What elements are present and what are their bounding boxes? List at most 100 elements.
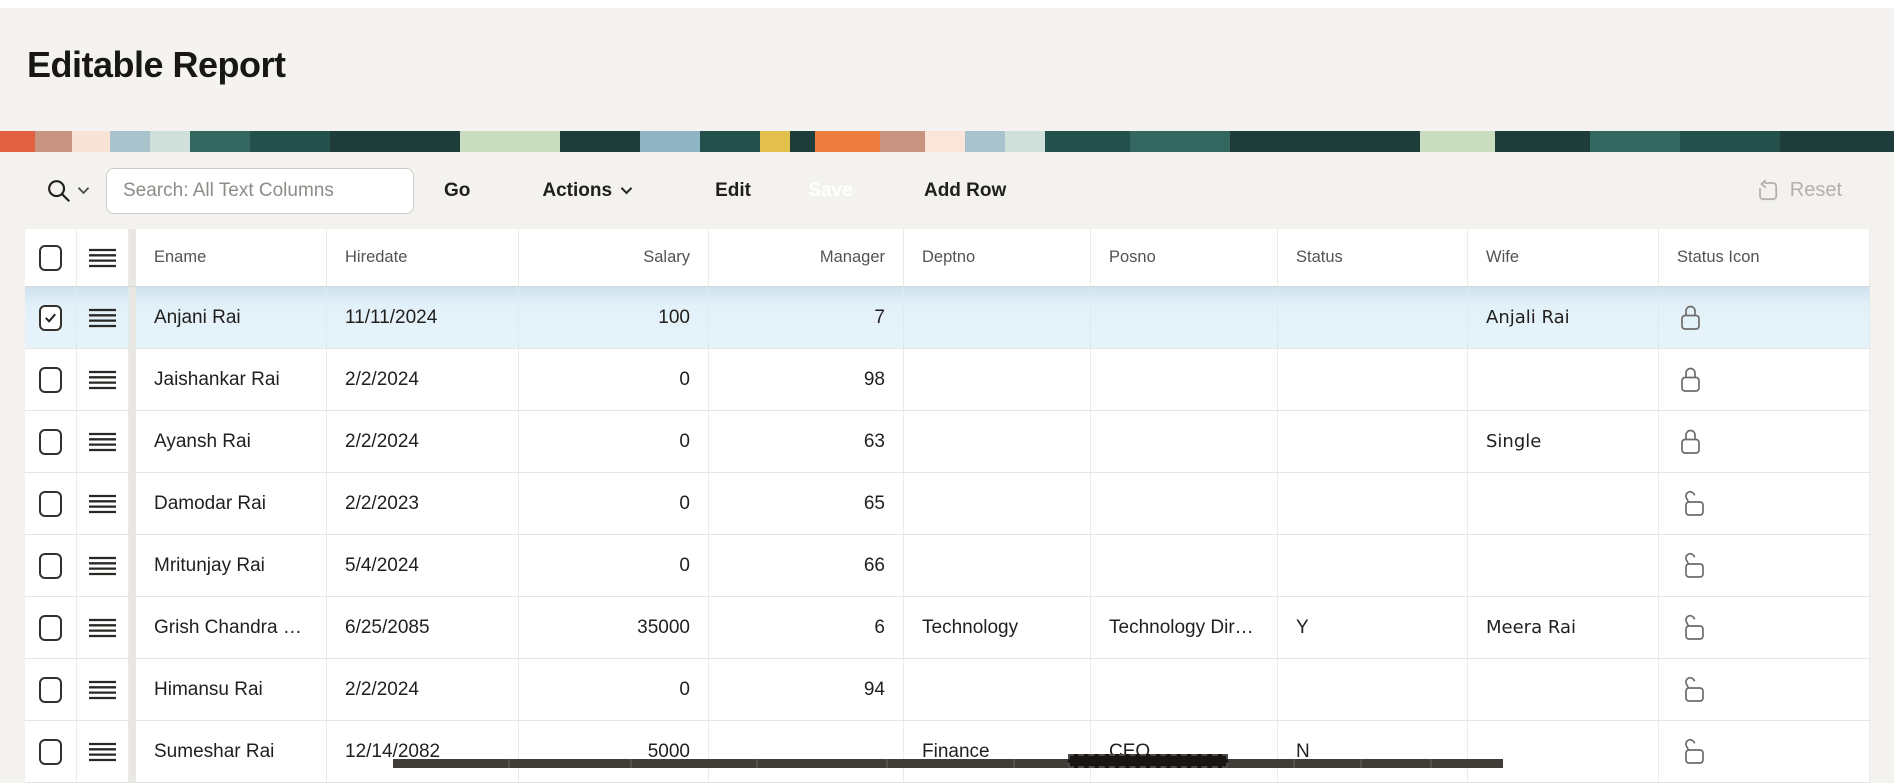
- cell-salary[interactable]: 100: [519, 287, 709, 348]
- cell-wife[interactable]: [1468, 721, 1659, 782]
- cell-deptno[interactable]: [904, 287, 1091, 348]
- search-column-selector[interactable]: [45, 177, 90, 204]
- column-header-status_icon[interactable]: Status Icon: [1659, 229, 1870, 286]
- cell-manager[interactable]: 65: [709, 473, 904, 534]
- cell-status_icon[interactable]: [1659, 597, 1870, 658]
- row-checkbox[interactable]: [39, 428, 62, 455]
- cell-wife[interactable]: [1468, 473, 1659, 534]
- cell-status[interactable]: [1278, 535, 1468, 596]
- cell-status[interactable]: [1278, 287, 1468, 348]
- cell-hiredate[interactable]: 2/2/2024: [327, 349, 519, 410]
- cell-manager[interactable]: 63: [709, 411, 904, 472]
- cell-ename[interactable]: Sumeshar Rai: [136, 721, 327, 782]
- row-actions-menu[interactable]: [77, 349, 129, 410]
- column-header-wife[interactable]: Wife: [1468, 229, 1659, 286]
- cell-deptno[interactable]: Technology: [904, 597, 1091, 658]
- cell-posno[interactable]: [1091, 287, 1278, 348]
- go-button[interactable]: Go: [444, 179, 471, 201]
- cell-hiredate[interactable]: 2/2/2024: [327, 659, 519, 720]
- cell-status_icon[interactable]: [1659, 535, 1870, 596]
- cell-posno[interactable]: Technology Dir…: [1091, 597, 1278, 658]
- cell-hiredate[interactable]: 12/14/2082: [327, 721, 519, 782]
- row-checkbox[interactable]: [39, 490, 62, 517]
- row-actions-menu[interactable]: [77, 411, 129, 472]
- cell-salary[interactable]: 5000: [519, 721, 709, 782]
- row-checkbox[interactable]: [39, 614, 62, 641]
- cell-manager[interactable]: 98: [709, 349, 904, 410]
- row-actions-menu[interactable]: [77, 659, 129, 720]
- cell-deptno[interactable]: [904, 411, 1091, 472]
- cell-salary[interactable]: 0: [519, 535, 709, 596]
- cell-deptno[interactable]: [904, 349, 1091, 410]
- row-checkbox[interactable]: [39, 552, 62, 579]
- actions-menu-button[interactable]: Actions: [542, 180, 633, 202]
- add-row-button[interactable]: Add Row: [923, 179, 1007, 201]
- cell-wife[interactable]: [1468, 659, 1659, 720]
- cell-status[interactable]: [1278, 411, 1468, 472]
- cell-posno[interactable]: [1091, 535, 1278, 596]
- cell-ename[interactable]: Damodar Rai: [136, 473, 327, 534]
- cell-status[interactable]: [1278, 349, 1468, 410]
- cell-posno[interactable]: [1091, 473, 1278, 534]
- cell-status_icon[interactable]: [1659, 721, 1870, 782]
- edit-button[interactable]: Edit: [715, 179, 751, 201]
- cell-wife[interactable]: Single: [1468, 411, 1659, 472]
- cell-status_icon[interactable]: [1659, 349, 1870, 410]
- cell-wife[interactable]: [1468, 535, 1659, 596]
- cell-hiredate[interactable]: 6/25/2085: [327, 597, 519, 658]
- cell-salary[interactable]: 35000: [519, 597, 709, 658]
- cell-ename[interactable]: Anjani Rai: [136, 287, 327, 348]
- cell-posno[interactable]: [1091, 349, 1278, 410]
- row-actions-menu[interactable]: [77, 721, 129, 782]
- column-header-deptno[interactable]: Deptno: [904, 229, 1091, 286]
- row-checkbox[interactable]: [39, 676, 62, 703]
- column-header-status[interactable]: Status: [1278, 229, 1468, 286]
- column-header-posno[interactable]: Posno: [1091, 229, 1278, 286]
- cell-manager[interactable]: 7: [709, 287, 904, 348]
- cell-posno[interactable]: [1091, 411, 1278, 472]
- cell-status_icon[interactable]: [1659, 659, 1870, 720]
- save-button[interactable]: Save: [783, 166, 878, 216]
- cell-deptno[interactable]: Finance: [904, 721, 1091, 782]
- cell-wife[interactable]: Anjali Rai: [1468, 287, 1659, 348]
- cell-status_icon[interactable]: [1659, 473, 1870, 534]
- cell-hiredate[interactable]: 2/2/2023: [327, 473, 519, 534]
- cell-wife[interactable]: Meera Rai: [1468, 597, 1659, 658]
- row-actions-menu[interactable]: [77, 535, 129, 596]
- cell-ename[interactable]: Mritunjay Rai: [136, 535, 327, 596]
- cell-salary[interactable]: 0: [519, 659, 709, 720]
- row-actions-menu[interactable]: [77, 597, 129, 658]
- cell-status[interactable]: Y: [1278, 597, 1468, 658]
- cell-hiredate[interactable]: 5/4/2024: [327, 535, 519, 596]
- cell-status[interactable]: N: [1278, 721, 1468, 782]
- cell-wife[interactable]: [1468, 349, 1659, 410]
- cell-manager[interactable]: [709, 721, 904, 782]
- devbar-focused-button[interactable]: [1068, 754, 1228, 768]
- cell-manager[interactable]: 94: [709, 659, 904, 720]
- row-checkbox[interactable]: [39, 366, 62, 393]
- cell-ename[interactable]: Grish Chandra …: [136, 597, 327, 658]
- cell-ename[interactable]: Jaishankar Rai: [136, 349, 327, 410]
- cell-deptno[interactable]: [904, 659, 1091, 720]
- cell-posno[interactable]: CEO: [1091, 721, 1278, 782]
- search-input[interactable]: [106, 167, 414, 214]
- column-header-ename[interactable]: Ename: [136, 229, 327, 286]
- cell-manager[interactable]: 6: [709, 597, 904, 658]
- column-header-manager[interactable]: Manager: [709, 229, 904, 286]
- reset-button[interactable]: Reset: [1756, 179, 1842, 203]
- cell-deptno[interactable]: [904, 535, 1091, 596]
- column-header-hiredate[interactable]: Hiredate: [327, 229, 519, 286]
- row-actions-menu[interactable]: [77, 473, 129, 534]
- cell-hiredate[interactable]: 2/2/2024: [327, 411, 519, 472]
- row-checkbox[interactable]: [39, 738, 62, 765]
- cell-salary[interactable]: 0: [519, 349, 709, 410]
- cell-deptno[interactable]: [904, 473, 1091, 534]
- cell-status[interactable]: [1278, 473, 1468, 534]
- cell-posno[interactable]: [1091, 659, 1278, 720]
- cell-ename[interactable]: Ayansh Rai: [136, 411, 327, 472]
- cell-salary[interactable]: 0: [519, 411, 709, 472]
- column-header-salary[interactable]: Salary: [519, 229, 709, 286]
- cell-status_icon[interactable]: [1659, 287, 1870, 348]
- cell-manager[interactable]: 66: [709, 535, 904, 596]
- row-actions-menu[interactable]: [77, 287, 129, 348]
